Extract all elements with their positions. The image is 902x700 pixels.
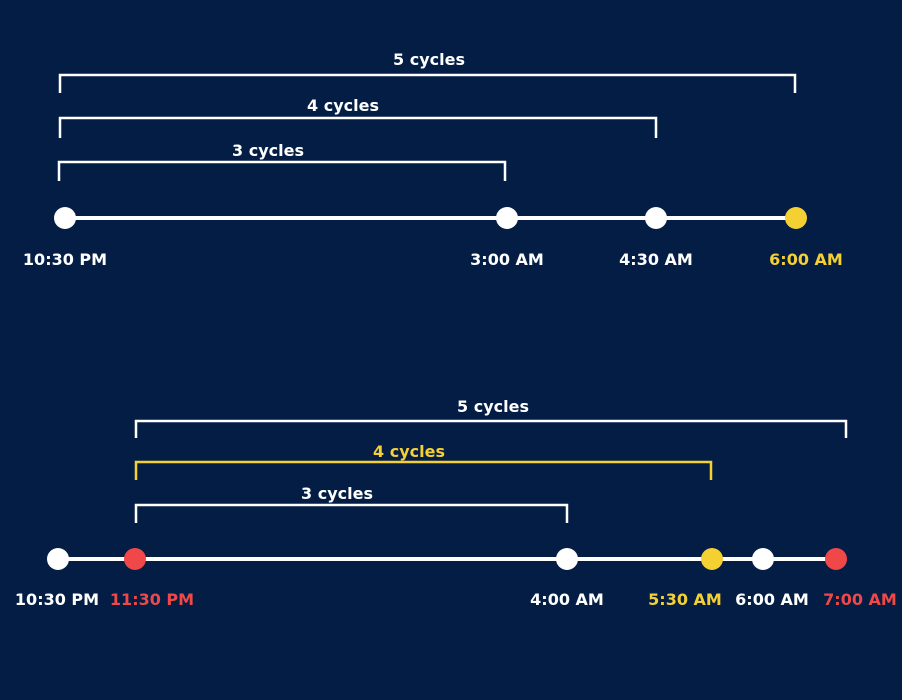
bracket-label: 3 cycles — [301, 484, 373, 503]
bracket-line — [57, 160, 507, 181]
time-point-marker — [556, 548, 578, 570]
time-point-marker — [496, 207, 518, 229]
bracket-line — [134, 419, 848, 438]
cycle-bracket: 5 cycles — [58, 50, 797, 93]
time-label: 4:00 AM — [530, 590, 604, 609]
bracket-line — [58, 73, 797, 93]
time-label: 5:30 AM — [648, 590, 722, 609]
bracket-line — [58, 116, 658, 138]
time-label: 10:30 PM — [15, 590, 99, 609]
bracket-label: 4 cycles — [373, 442, 445, 461]
time-label: 6:00 AM — [735, 590, 809, 609]
time-label: 4:30 AM — [619, 250, 693, 269]
bracket-label: 3 cycles — [232, 141, 304, 160]
time-label: 11:30 PM — [110, 590, 194, 609]
time-label: 10:30 PM — [23, 250, 107, 269]
cycle-bracket: 4 cycles — [134, 442, 713, 480]
time-point-marker — [752, 548, 774, 570]
time-label: 6:00 AM — [769, 250, 843, 269]
bracket-label: 5 cycles — [393, 50, 465, 69]
cycle-bracket: 3 cycles — [57, 141, 507, 181]
time-point-marker — [54, 207, 76, 229]
time-label: 7:00 AM — [823, 590, 897, 609]
timeline-1: 5 cycles 4 cycles 3 cycles 10:30 PM 3:00 AM 4… — [23, 50, 843, 269]
time-point-marker — [47, 548, 69, 570]
time-point-marker — [825, 548, 847, 570]
bracket-line — [134, 503, 569, 523]
time-point-marker — [645, 207, 667, 229]
bracket-label: 4 cycles — [307, 96, 379, 115]
cycle-bracket: 3 cycles — [134, 484, 569, 523]
timeline-2: 5 cycles 4 cycles 3 cycles 10:30 PM 11:30 PM… — [15, 397, 897, 609]
cycle-bracket: 5 cycles — [134, 397, 848, 438]
time-point-marker — [701, 548, 723, 570]
time-label: 3:00 AM — [470, 250, 544, 269]
bracket-label: 5 cycles — [457, 397, 529, 416]
time-point-marker — [785, 207, 807, 229]
cycle-bracket: 4 cycles — [58, 96, 658, 138]
bracket-line — [134, 460, 713, 480]
time-point-marker — [124, 548, 146, 570]
